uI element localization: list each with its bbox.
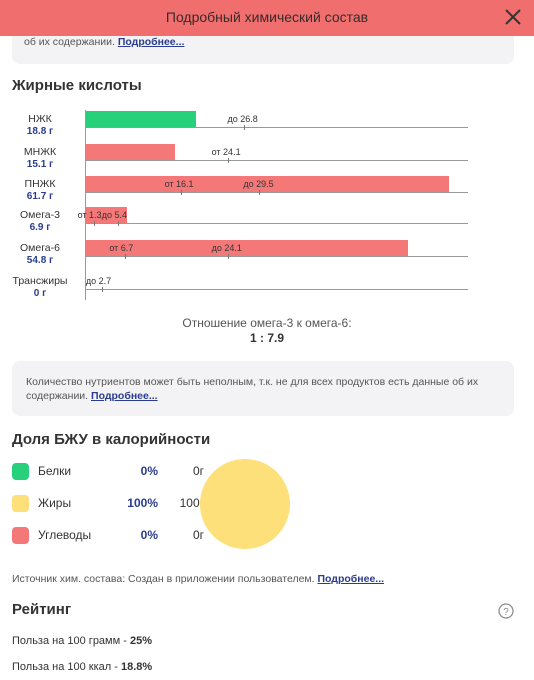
fatty-acids-title: Жирные кислоты (12, 77, 142, 94)
row-label: НЖК 18.8 г (0, 113, 80, 137)
row-baseline (85, 289, 468, 290)
nutrient-name: Омега-6 (19, 242, 60, 254)
row-label: Омега-3 6.9 г (0, 209, 80, 233)
legend-name: Белки (38, 464, 72, 478)
info-note: Количество нутриентов может быть неполны… (12, 361, 514, 416)
fatty-acids-chart: НЖК 18.8 г до 26.8 МНЖК 15.1 г от 24.1 ПНЖК 61.… (0, 100, 534, 310)
more-link[interactable]: Подробнее... (117, 36, 185, 48)
nutrient-name: МНЖК (23, 146, 57, 158)
note-text: Количество нутриентов может быть неполны… (26, 376, 479, 402)
limit-tick (180, 190, 182, 195)
more-link[interactable]: Подробнее... (317, 573, 385, 585)
limit-tick (259, 190, 261, 195)
limit-label: до 29.5 (243, 179, 274, 189)
nutrient-bar (86, 176, 449, 192)
nutrient-name: НЖК (28, 113, 52, 125)
legend-grams: 0г (192, 464, 204, 478)
nutrient-value: 6.9 г (29, 222, 51, 233)
bju-title: Доля БЖУ в калорийности (12, 431, 211, 448)
limit-label: от 16.1 (164, 179, 194, 189)
nutrient-value: 18.8 г (26, 126, 54, 137)
legend-grams: 100г (179, 496, 204, 510)
nutrient-name: ПНЖК (24, 178, 56, 190)
close-icon[interactable] (502, 6, 524, 28)
protein-swatch (12, 463, 29, 480)
nutrient-value: 0 г (33, 288, 47, 299)
omega-ratio-value: 1 : 7.9 (249, 331, 285, 345)
more-link[interactable]: Подробнее... (91, 390, 158, 402)
source-label: Источник хим. состава: Создан в приложен… (12, 573, 315, 585)
nutrient-bar (86, 240, 409, 256)
row-baseline (85, 127, 468, 128)
info-note-text: об их содержании. Подробнее... (24, 36, 184, 48)
modal-title: Подробный химический состав (165, 9, 369, 25)
info-note-text: Количество нутриентов может быть неполны… (26, 375, 506, 403)
nutrient-value: 61.7 г (26, 191, 54, 202)
limit-tick (227, 158, 229, 163)
legend-name: Углеводы (38, 528, 92, 542)
note-text: об их содержании. (24, 36, 115, 48)
rating-per-100g: Польза на 100 грамм - 25% (12, 635, 152, 647)
row-baseline (85, 160, 468, 161)
rating-title: Рейтинг (12, 601, 72, 618)
carbs-swatch (12, 527, 29, 544)
limit-label: до 24.1 (211, 243, 242, 253)
legend-percent: 0% (140, 528, 158, 542)
legend-grams: 0г (192, 528, 204, 542)
rating-label: Польза на 100 ккал - (12, 661, 121, 673)
nutrient-name: Омега-3 (19, 209, 60, 221)
nutrient-bar (86, 144, 175, 160)
limit-tick (227, 254, 229, 259)
omega-ratio-label: Отношение омега-3 к омега-6: (182, 316, 352, 330)
limit-tick (125, 254, 127, 259)
chart-axis (85, 110, 86, 300)
limit-label: до 2.7 (85, 276, 112, 286)
help-icon[interactable]: ? (498, 603, 514, 619)
modal-header: Подробный химический состав (0, 0, 534, 36)
source-text: Источник хим. состава: Создан в приложен… (12, 573, 384, 585)
limit-label: до 26.8 (227, 114, 258, 124)
nutrient-bar (86, 111, 197, 127)
info-note-top: об их содержании. Подробнее... (12, 36, 514, 64)
legend-name: Жиры (38, 496, 72, 510)
nutrient-bar (86, 207, 127, 223)
limit-label: от 24.1 (211, 147, 241, 157)
legend-percent: 0% (140, 464, 158, 478)
fat-swatch (12, 495, 29, 512)
svg-text:?: ? (503, 607, 509, 618)
row-label: Трансжиры 0 г (0, 275, 80, 299)
limit-tick (101, 287, 103, 292)
rating-label: Польза на 100 грамм - (12, 635, 130, 647)
nutrient-value: 15.1 г (26, 159, 54, 170)
row-label: ПНЖК 61.7 г (0, 178, 80, 202)
bju-pie-chart (200, 459, 290, 549)
rating-value: 25% (129, 635, 152, 647)
rating-value: 18.8% (121, 661, 153, 673)
limit-tick (117, 221, 119, 226)
legend-percent: 100% (127, 496, 158, 510)
row-label: МНЖК 15.1 г (0, 146, 80, 170)
limit-tick (93, 221, 95, 226)
limit-label: до 5.4 (101, 210, 128, 220)
limit-label: от 6.7 (109, 243, 134, 253)
nutrient-value: 54.8 г (26, 255, 54, 266)
rating-per-100kcal: Польза на 100 ккал - 18.8% (12, 661, 152, 673)
row-baseline (85, 223, 468, 224)
row-label: Омега-6 54.8 г (0, 242, 80, 266)
nutrient-name: Трансжиры (12, 275, 68, 287)
limit-label: от 1.3 (77, 210, 102, 220)
pie-slice-fat (200, 459, 290, 549)
row-baseline (85, 256, 468, 257)
limit-tick (243, 125, 245, 130)
row-baseline (85, 192, 468, 193)
